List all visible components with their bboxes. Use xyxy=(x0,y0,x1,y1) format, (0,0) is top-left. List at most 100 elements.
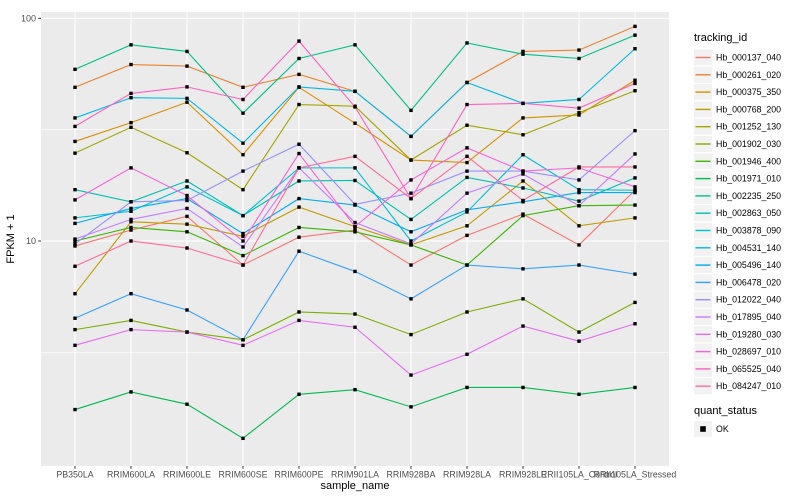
data-point-marker xyxy=(73,116,77,120)
data-point-marker xyxy=(633,165,637,169)
data-point-marker xyxy=(521,153,525,157)
legend-entry-label: Hb_002863_050 xyxy=(716,208,781,218)
data-point-marker xyxy=(465,160,469,165)
data-point-marker xyxy=(521,213,525,218)
data-point-marker xyxy=(297,102,301,107)
data-point-marker xyxy=(521,179,525,183)
data-point-marker xyxy=(521,49,525,54)
data-point-marker xyxy=(297,318,301,323)
data-point-marker xyxy=(185,49,189,54)
data-point-marker xyxy=(353,220,357,225)
data-point-marker xyxy=(353,312,357,316)
data-point-marker xyxy=(241,187,245,192)
data-point-marker xyxy=(465,385,469,390)
data-point-marker xyxy=(633,385,637,390)
data-point-marker xyxy=(521,116,525,120)
data-point-marker xyxy=(129,228,133,232)
data-point-marker xyxy=(633,81,637,86)
data-point-marker xyxy=(73,291,77,296)
data-point-marker xyxy=(73,327,77,332)
data-point-marker xyxy=(633,185,637,189)
x-tick-label: RRIM928LE xyxy=(499,470,547,480)
data-point-marker xyxy=(409,230,413,234)
data-point-marker xyxy=(409,108,413,113)
data-point-marker xyxy=(129,62,133,67)
legend-entry-label: Hb_001946_400 xyxy=(716,156,781,166)
legend-entry-Hb_028697_010: Hb_028697_010 xyxy=(694,343,781,360)
legend-entry-label: Hb_012022_040 xyxy=(716,295,781,305)
x-tick-label: PB350LA xyxy=(56,470,93,480)
legend-entry-Hb_002863_050: Hb_002863_050 xyxy=(694,205,781,222)
data-point-marker xyxy=(185,179,189,183)
data-point-marker xyxy=(129,225,133,230)
data-point-marker xyxy=(73,237,77,241)
legend-entry-Hb_000768_200: Hb_000768_200 xyxy=(694,101,781,118)
data-point-marker xyxy=(241,85,245,89)
data-point-marker xyxy=(577,199,581,203)
data-point-marker xyxy=(297,392,301,396)
data-point-marker xyxy=(129,125,133,130)
data-point-marker xyxy=(521,101,525,106)
legend-entry-label: Hb_001971_010 xyxy=(716,174,781,184)
legend-entry-label: Hb_000137_040 xyxy=(716,53,781,63)
data-point-marker xyxy=(73,244,77,248)
data-point-marker xyxy=(353,178,357,183)
x-tick-label: RRIM600SE xyxy=(219,470,268,480)
data-point-marker xyxy=(73,242,77,246)
data-point-marker xyxy=(577,263,581,267)
data-point-marker xyxy=(577,113,581,117)
data-point-marker xyxy=(73,216,77,220)
data-point-marker xyxy=(577,110,581,115)
legend-entry-label: Hb_002235_250 xyxy=(716,191,781,201)
data-point-marker xyxy=(353,387,357,392)
data-point-marker xyxy=(465,310,469,314)
data-point-marker xyxy=(129,166,133,170)
data-point-marker xyxy=(129,220,133,224)
data-point-marker xyxy=(129,239,133,243)
data-point-marker xyxy=(297,166,301,170)
data-point-marker xyxy=(129,327,133,332)
data-point-marker xyxy=(297,85,301,89)
legend-entry-label: Hb_005496_140 xyxy=(716,260,781,270)
data-point-marker xyxy=(241,338,245,342)
data-point-marker xyxy=(297,72,301,77)
data-point-marker xyxy=(633,300,637,305)
data-point-marker xyxy=(465,263,469,267)
data-point-marker xyxy=(129,120,133,125)
data-point-marker xyxy=(465,123,469,127)
data-point-marker xyxy=(185,198,189,203)
data-point-marker xyxy=(633,128,637,133)
data-point-marker xyxy=(409,191,413,195)
data-point-marker xyxy=(73,85,77,89)
data-point-marker xyxy=(521,172,525,176)
data-point-marker xyxy=(409,178,413,182)
data-point-marker xyxy=(185,230,189,234)
legend-entry-label: OK xyxy=(716,424,729,434)
data-point-marker xyxy=(633,176,637,180)
legend-entry-Hb_001252_130: Hb_001252_130 xyxy=(694,118,781,135)
data-point-marker xyxy=(297,235,301,239)
data-point-marker xyxy=(297,310,301,314)
data-point-marker xyxy=(577,339,581,343)
data-point-marker xyxy=(353,230,357,234)
data-point-marker xyxy=(633,78,637,82)
legend-entry-label: Hb_003878_090 xyxy=(716,226,781,236)
legend-entry-label: Hb_001252_130 xyxy=(716,122,781,132)
data-point-marker xyxy=(577,224,581,228)
legend-entry-label: Hb_065525_040 xyxy=(716,364,781,374)
x-tick-label: RRIM600PE xyxy=(275,470,324,480)
data-point-marker xyxy=(409,196,413,201)
data-point-marker xyxy=(73,198,77,202)
data-point-marker xyxy=(73,343,77,348)
data-point-marker xyxy=(521,169,525,173)
data-point-marker xyxy=(129,318,133,323)
legend-entry-Hb_084247_010: Hb_084247_010 xyxy=(694,378,781,395)
legend-entry-Hb_019280_030: Hb_019280_030 xyxy=(694,326,781,343)
data-point-marker xyxy=(129,96,133,100)
data-point-marker xyxy=(521,133,525,137)
data-point-marker xyxy=(465,146,469,150)
data-point-marker xyxy=(465,224,469,228)
data-point-marker xyxy=(185,330,189,334)
data-point-marker xyxy=(241,97,245,102)
